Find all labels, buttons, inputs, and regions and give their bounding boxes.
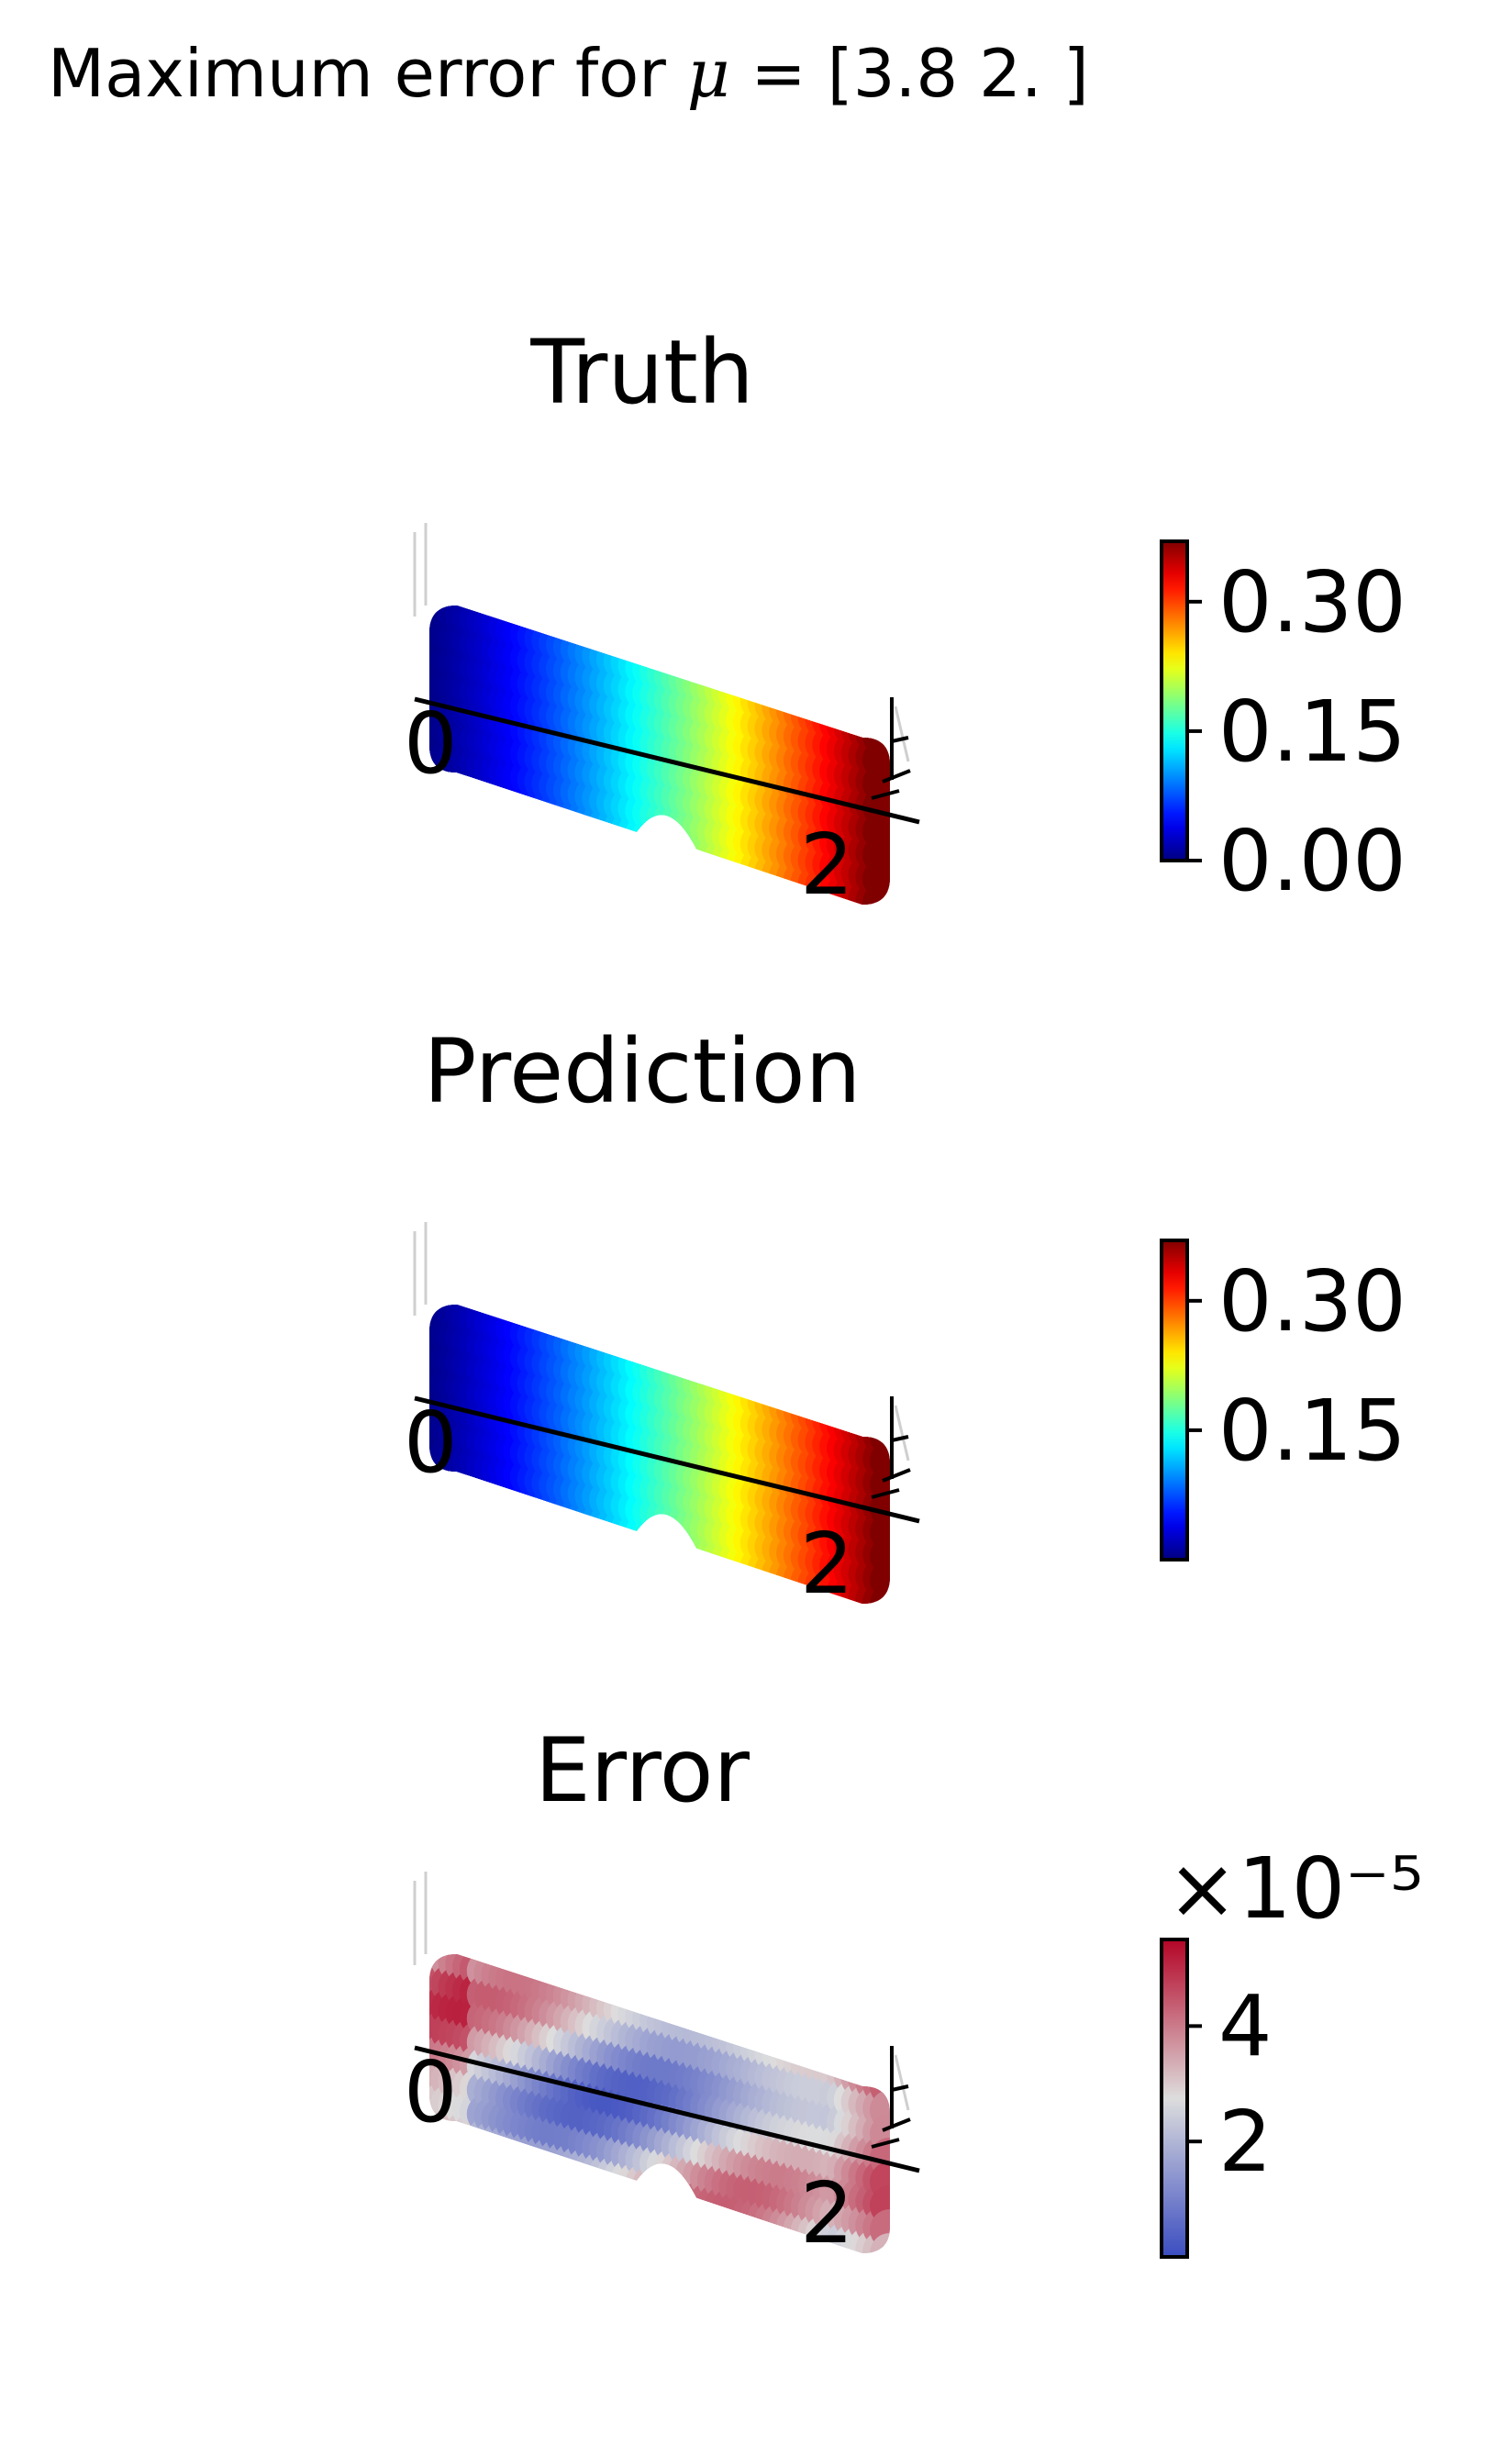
field-marker — [870, 1584, 890, 1604]
x-axis-line — [414, 696, 920, 825]
field-marker — [632, 1515, 673, 1556]
x-tick-label: 2 — [800, 816, 854, 914]
field-marker — [639, 2167, 680, 2207]
colorbar — [1160, 1938, 1189, 2259]
prediction-panel: 0 2 0.15 0.30 — [404, 1222, 1406, 1613]
field-marker — [870, 884, 890, 905]
colorbar — [1160, 539, 1189, 862]
panel-title-prediction: Prediction — [423, 1020, 862, 1123]
colorbar-offset-label: ×10⁻⁵ — [1167, 1839, 1424, 1938]
field-marker — [646, 1519, 687, 1561]
figure-title: Maximum error for μ = [3.8 2. ] — [48, 35, 1089, 112]
field-marker — [646, 2169, 687, 2210]
field-marker — [639, 818, 680, 859]
colorbar-tick-label: 4 — [1218, 1977, 1273, 2075]
x-axis-line — [414, 1395, 920, 1524]
x-tick-label: 0 — [404, 1394, 458, 1492]
panel-title-error: Error — [535, 1719, 750, 1822]
field-marker — [639, 1517, 680, 1558]
x-tick-label: 0 — [404, 695, 458, 793]
truth-panel: 0 2 0.00 0.15 0.30 — [404, 523, 1406, 914]
error-panel: 0 2 2 4 ×10⁻⁵ — [404, 1839, 1424, 2262]
colorbar — [1160, 1239, 1189, 1561]
colorbar-tick-label: 2 — [1218, 2093, 1273, 2191]
x-tick-label: 2 — [800, 1515, 854, 1613]
field-marker — [870, 2233, 890, 2253]
x-axis-line — [414, 2045, 920, 2173]
colorbar-tick-label: 0.30 — [1218, 1252, 1406, 1350]
colorbar-tick-label: 0.00 — [1218, 812, 1406, 910]
colorbar-tick-label: 0.15 — [1218, 683, 1406, 781]
field-marker — [632, 816, 673, 857]
x-tick-label: 2 — [800, 2164, 854, 2262]
panel-title-truth: Truth — [530, 321, 754, 424]
field-marker — [646, 820, 687, 861]
field-marker — [632, 2164, 673, 2206]
colorbar-tick-label: 0.15 — [1218, 1382, 1406, 1480]
x-tick-label: 0 — [404, 2043, 458, 2141]
field-markers — [429, 1305, 890, 1604]
colorbar-tick-label: 0.30 — [1218, 553, 1406, 651]
